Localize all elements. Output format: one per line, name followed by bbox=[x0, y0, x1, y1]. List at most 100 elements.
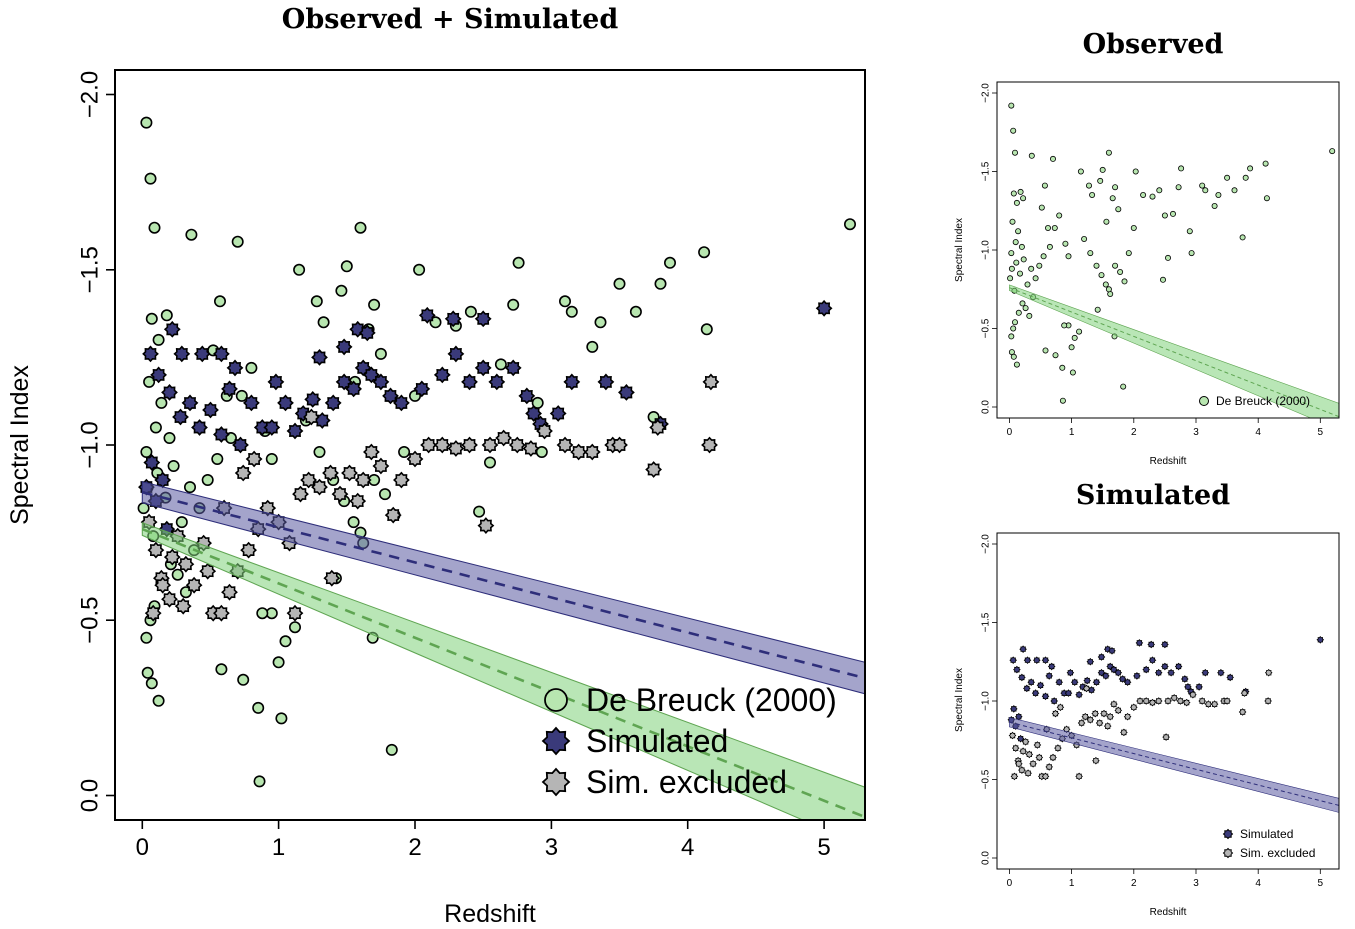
simulated-simulated-point bbox=[1135, 639, 1144, 647]
main-excluded-point bbox=[372, 457, 390, 475]
simulated-simulated-point bbox=[1033, 656, 1041, 664]
simulated-excluded-point bbox=[1120, 728, 1128, 737]
main-excluded-point bbox=[300, 471, 317, 489]
main-excluded-point bbox=[311, 478, 328, 496]
observed-observed-point bbox=[1112, 262, 1119, 269]
observed-xtick-label: 2 bbox=[1131, 427, 1137, 438]
main-observed-point bbox=[398, 445, 411, 458]
main-observed-point bbox=[171, 568, 184, 581]
main-simulated-point bbox=[345, 380, 362, 398]
main-excluded-point bbox=[508, 436, 526, 454]
main-simulated-point bbox=[221, 380, 238, 398]
observed-observed-point bbox=[1094, 306, 1101, 313]
main-excluded-point bbox=[481, 436, 499, 454]
simulated-excluded-point bbox=[1095, 719, 1104, 727]
observed-observed-point bbox=[1038, 204, 1045, 211]
simulated-excluded-point bbox=[1045, 763, 1053, 771]
simulated-xtick-label: 5 bbox=[1318, 878, 1324, 889]
main-observed-point bbox=[464, 305, 477, 318]
main-simulated-point bbox=[382, 387, 399, 405]
observed-observed-point bbox=[1062, 240, 1069, 247]
simulated-simulated-point bbox=[1023, 656, 1032, 664]
main-observed-point bbox=[507, 298, 520, 311]
observed-observed-point bbox=[1087, 250, 1094, 257]
observed-observed-point bbox=[1008, 250, 1015, 257]
simulated-simulated-point bbox=[1154, 668, 1163, 677]
main-plot-frame bbox=[114, 69, 866, 821]
main-observed-point bbox=[163, 431, 176, 444]
simulated-excluded-point bbox=[1049, 753, 1057, 762]
main-excluded-point bbox=[213, 604, 230, 622]
observed-observed-point bbox=[1061, 322, 1068, 329]
main-simulated-point bbox=[193, 345, 211, 363]
simulated-legend-sim-label: Simulated bbox=[1240, 827, 1293, 841]
simulated-excluded-point bbox=[1223, 697, 1231, 705]
observed-observed-point bbox=[1098, 272, 1105, 279]
simulated-excluded-point bbox=[1114, 706, 1123, 715]
simulated-excluded-point bbox=[1035, 753, 1044, 762]
main-xtick-label: 1 bbox=[272, 834, 285, 861]
observed-ytick-label: 0.0 bbox=[981, 400, 992, 414]
main-excluded-point bbox=[221, 583, 238, 601]
main-observed-point bbox=[149, 421, 162, 434]
simulated-excluded-point bbox=[1021, 738, 1030, 746]
observed-observed-point bbox=[1008, 102, 1015, 109]
simulated-excluded-point bbox=[1170, 694, 1178, 702]
simulated-legend-sim-marker bbox=[1222, 828, 1234, 840]
simulated-excluded-point bbox=[1154, 697, 1163, 705]
main-observed-point bbox=[374, 347, 387, 360]
simulated-excluded-point bbox=[1075, 772, 1083, 781]
observed-observed-point bbox=[1040, 253, 1047, 260]
main-observed-point bbox=[140, 445, 153, 458]
simulated-simulated-point bbox=[1181, 675, 1189, 683]
simulated-excluded-point bbox=[1010, 772, 1019, 781]
main-observed-point bbox=[629, 305, 642, 318]
observed-observed-point bbox=[1170, 210, 1177, 217]
main-observed-fit-line bbox=[141, 527, 865, 819]
main-observed-point bbox=[155, 396, 168, 409]
observed-observed-point bbox=[1089, 191, 1096, 198]
main-observed-point bbox=[215, 663, 228, 676]
main-observed-point bbox=[152, 694, 165, 707]
main-observed-point bbox=[340, 260, 353, 273]
simulated-excluded-point bbox=[1148, 698, 1157, 707]
observed-observed-point bbox=[1161, 212, 1168, 219]
observed-plot-frame bbox=[996, 81, 1340, 419]
main-excluded-point bbox=[349, 492, 367, 510]
observed-observed-fit-line bbox=[1009, 287, 1339, 418]
main-simulated-point bbox=[447, 345, 465, 363]
observed-xtick-label: 0 bbox=[1007, 427, 1013, 438]
observed-observed-point bbox=[1036, 262, 1043, 269]
observed-observed-point bbox=[1202, 187, 1209, 194]
observed-observed-point bbox=[1020, 256, 1027, 263]
main-excluded-point bbox=[147, 541, 165, 559]
observed-observed-point bbox=[1059, 364, 1066, 371]
observed-observed-point bbox=[1045, 224, 1052, 231]
observed-observed-point bbox=[1199, 182, 1206, 189]
simulated-simulated-point bbox=[1092, 678, 1101, 687]
legend-simulated-label: Simulated bbox=[586, 723, 728, 759]
simulated-xtick-label: 4 bbox=[1255, 878, 1261, 889]
main-simulated-point bbox=[444, 310, 462, 328]
main-ytick-label: 0.0 bbox=[77, 779, 104, 812]
observed-observed-point bbox=[1242, 174, 1249, 181]
observed-observed-point bbox=[1028, 152, 1035, 159]
simulated-plot-area bbox=[1007, 636, 1339, 813]
simulated-excluded-point bbox=[1136, 697, 1144, 705]
observed-observed-point bbox=[1050, 155, 1057, 162]
observed-ytick-label: −1.0 bbox=[981, 240, 992, 260]
simulated-simulated-point bbox=[1022, 684, 1031, 693]
simulated-simulated-point bbox=[1031, 689, 1040, 697]
main-excluded-point bbox=[199, 562, 217, 580]
simulated-excluded-point bbox=[1056, 703, 1065, 712]
main-simulated-point bbox=[597, 373, 615, 391]
observed-observed-point bbox=[1115, 206, 1122, 213]
observed-observed-point bbox=[1008, 265, 1015, 272]
main-observed-point bbox=[473, 505, 486, 518]
observed-observed-point bbox=[1051, 224, 1058, 231]
legend-simulated-marker bbox=[541, 726, 571, 756]
simulated-xtick-label: 2 bbox=[1131, 878, 1137, 889]
excluded-legend-star bbox=[1222, 847, 1234, 859]
simulated-excluded-point bbox=[1029, 760, 1037, 768]
main-observed-point bbox=[558, 295, 571, 308]
